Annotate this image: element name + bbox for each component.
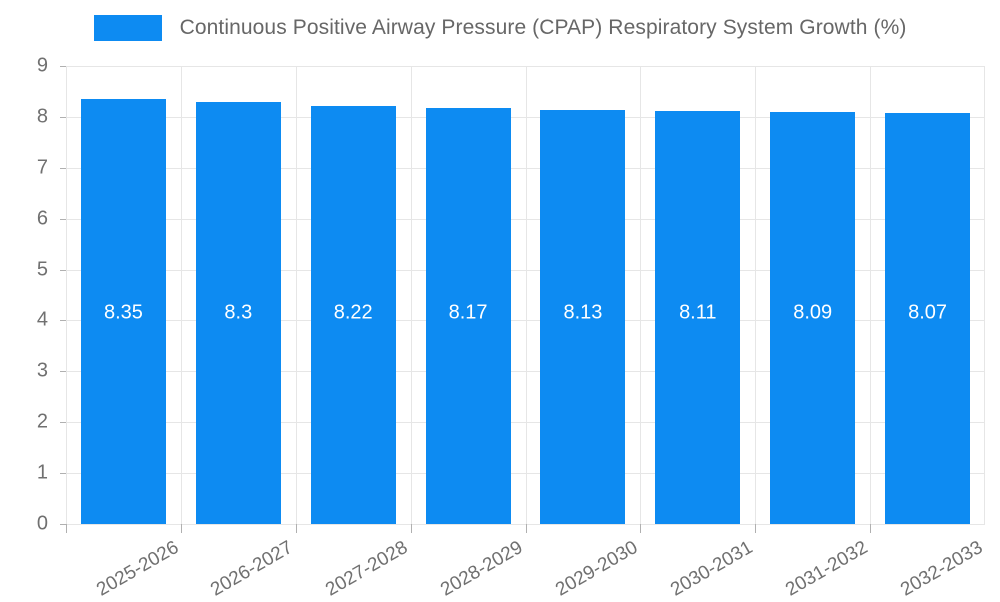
- x-axis-category-label: 2027-2028: [322, 537, 412, 601]
- gridline-vertical: [181, 66, 182, 524]
- x-axis-tick: [66, 524, 67, 533]
- y-axis-tick: [60, 116, 66, 118]
- bar[interactable]: [540, 110, 626, 524]
- plot-area: 8.35 8.3 8.22 8.17 8.13 8.11 8.09 8.07: [66, 66, 985, 525]
- y-axis-tick-label: 5: [36, 258, 48, 281]
- x-axis-tick: [411, 524, 412, 533]
- x-axis-tick: [526, 524, 527, 533]
- gridline-horizontal: [66, 269, 985, 271]
- x-axis-tick: [755, 524, 756, 533]
- bar-value-label: 8.09: [793, 301, 833, 324]
- y-axis-tick: [60, 371, 66, 373]
- x-axis-category-label: 2028-2029: [437, 537, 527, 601]
- x-axis-category-label: 2030-2031: [667, 537, 757, 601]
- y-axis-tick-label: 0: [36, 512, 48, 535]
- gridline-vertical: [640, 66, 641, 524]
- bar-value-label: 8.17: [448, 301, 488, 324]
- bar[interactable]: [655, 111, 741, 524]
- y-axis-tick-label: 8: [36, 105, 48, 128]
- y-axis-tick-label: 7: [36, 156, 48, 179]
- bar-value-label: 8.07: [908, 301, 948, 324]
- y-axis-tick-label: 3: [36, 359, 48, 382]
- gridline-horizontal: [66, 116, 985, 118]
- gridline-vertical: [870, 66, 871, 524]
- gridline-horizontal: [66, 218, 985, 220]
- y-axis-tick: [60, 167, 66, 169]
- y-axis-tick-label: 4: [36, 308, 48, 331]
- bar-value-label: 8.35: [103, 301, 143, 324]
- x-axis-category-label: 2026-2027: [207, 537, 297, 601]
- y-axis-tick: [60, 269, 66, 271]
- y-axis-tick-label: 6: [36, 207, 48, 230]
- y-axis-tick-label: 1: [36, 461, 48, 484]
- y-axis-tick: [60, 422, 66, 424]
- gridline-horizontal: [66, 473, 985, 475]
- bar[interactable]: [80, 99, 166, 524]
- gridline-horizontal: [66, 524, 985, 525]
- gridline-vertical: [755, 66, 756, 524]
- x-axis-tick: [296, 524, 297, 533]
- bar-value-label: 8.13: [563, 301, 603, 324]
- gridline-horizontal: [66, 371, 985, 373]
- bar[interactable]: [195, 101, 281, 524]
- gridline-vertical: [526, 66, 527, 524]
- x-axis-tick: [181, 524, 182, 533]
- gridline-horizontal: [66, 167, 985, 169]
- bar[interactable]: [425, 108, 511, 524]
- gridline-vertical: [411, 66, 412, 524]
- x-axis-category-label: 2029-2030: [552, 537, 642, 601]
- legend-color-swatch-icon: [93, 15, 162, 41]
- y-axis-tick: [60, 473, 66, 475]
- gridline-horizontal: [66, 422, 985, 424]
- bar[interactable]: [885, 113, 971, 524]
- y-axis-tick: [60, 66, 66, 67]
- y-axis-tick-label: 2: [36, 410, 48, 433]
- gridline-vertical: [984, 66, 985, 524]
- y-axis-tick: [60, 218, 66, 220]
- bar-value-label: 8.22: [333, 301, 373, 324]
- x-axis-tick: [870, 524, 871, 533]
- gridline-horizontal: [66, 320, 985, 322]
- gridline-vertical: [296, 66, 297, 524]
- bar[interactable]: [310, 105, 396, 524]
- legend-item-cpap-growth[interactable]: Continuous Positive Airway Pressure (CPA…: [93, 15, 907, 41]
- x-axis-category-label: 2025-2026: [92, 537, 182, 601]
- gridline-vertical: [66, 66, 67, 524]
- x-axis-category-label: 2032-2033: [896, 537, 987, 601]
- bar[interactable]: [770, 112, 856, 524]
- bar-value-label: 8.11: [679, 301, 717, 324]
- chart-legend: Continuous Positive Airway Pressure (CPA…: [0, 0, 1000, 56]
- legend-item-label: Continuous Positive Airway Pressure (CPA…: [179, 16, 907, 39]
- gridline-horizontal: [66, 66, 985, 67]
- x-axis-category-label: 2031-2032: [781, 537, 872, 601]
- y-axis-tick: [60, 320, 66, 322]
- x-axis-tick: [640, 524, 641, 533]
- bar-value-label: 8.3: [224, 301, 253, 324]
- y-axis-tick: [60, 524, 66, 525]
- y-axis-tick-label: 9: [36, 54, 48, 77]
